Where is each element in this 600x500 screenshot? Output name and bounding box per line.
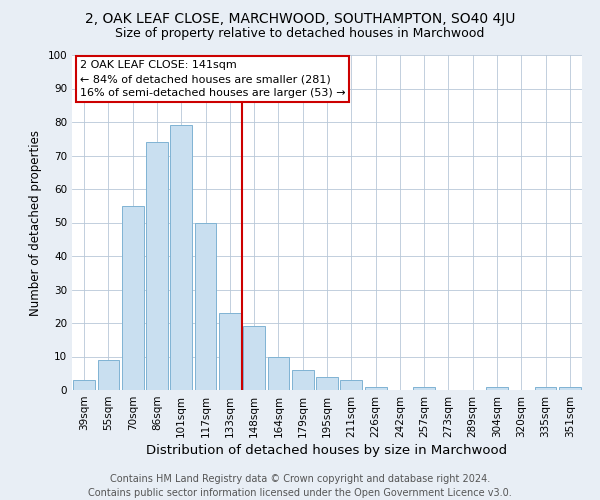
Bar bbox=[559, 386, 581, 390]
Bar bbox=[73, 380, 95, 390]
Bar bbox=[97, 360, 119, 390]
Bar bbox=[243, 326, 265, 390]
Bar bbox=[146, 142, 168, 390]
Bar bbox=[316, 376, 338, 390]
Bar bbox=[340, 380, 362, 390]
Bar bbox=[194, 222, 217, 390]
Y-axis label: Number of detached properties: Number of detached properties bbox=[29, 130, 42, 316]
Bar bbox=[535, 386, 556, 390]
Bar bbox=[268, 356, 289, 390]
Text: 2 OAK LEAF CLOSE: 141sqm
← 84% of detached houses are smaller (281)
16% of semi-: 2 OAK LEAF CLOSE: 141sqm ← 84% of detach… bbox=[80, 60, 345, 98]
Bar bbox=[365, 386, 386, 390]
Text: 2, OAK LEAF CLOSE, MARCHWOOD, SOUTHAMPTON, SO40 4JU: 2, OAK LEAF CLOSE, MARCHWOOD, SOUTHAMPTO… bbox=[85, 12, 515, 26]
Bar bbox=[219, 313, 241, 390]
Bar bbox=[413, 386, 435, 390]
Text: Size of property relative to detached houses in Marchwood: Size of property relative to detached ho… bbox=[115, 28, 485, 40]
Bar bbox=[170, 126, 192, 390]
Bar bbox=[292, 370, 314, 390]
Bar bbox=[486, 386, 508, 390]
X-axis label: Distribution of detached houses by size in Marchwood: Distribution of detached houses by size … bbox=[146, 444, 508, 457]
Bar bbox=[122, 206, 143, 390]
Text: Contains HM Land Registry data © Crown copyright and database right 2024.
Contai: Contains HM Land Registry data © Crown c… bbox=[88, 474, 512, 498]
